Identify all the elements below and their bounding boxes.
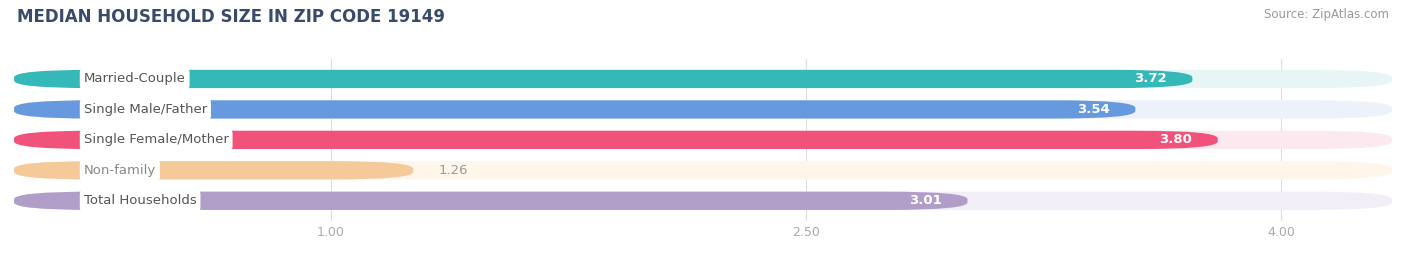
FancyBboxPatch shape xyxy=(14,192,967,210)
FancyBboxPatch shape xyxy=(14,161,413,179)
FancyBboxPatch shape xyxy=(14,192,1392,210)
Text: Total Households: Total Households xyxy=(84,194,197,207)
FancyBboxPatch shape xyxy=(14,161,1392,179)
Text: 3.54: 3.54 xyxy=(1077,103,1109,116)
Text: MEDIAN HOUSEHOLD SIZE IN ZIP CODE 19149: MEDIAN HOUSEHOLD SIZE IN ZIP CODE 19149 xyxy=(17,8,444,26)
Text: 3.72: 3.72 xyxy=(1135,72,1167,86)
FancyBboxPatch shape xyxy=(14,100,1136,119)
FancyBboxPatch shape xyxy=(14,100,1392,119)
Text: 1.26: 1.26 xyxy=(439,164,468,177)
Text: Single Female/Mother: Single Female/Mother xyxy=(84,133,229,146)
Text: 3.01: 3.01 xyxy=(910,194,942,207)
FancyBboxPatch shape xyxy=(14,70,1392,88)
FancyBboxPatch shape xyxy=(14,70,1192,88)
Text: Non-family: Non-family xyxy=(84,164,156,177)
Text: Married-Couple: Married-Couple xyxy=(84,72,186,86)
Text: Source: ZipAtlas.com: Source: ZipAtlas.com xyxy=(1264,8,1389,21)
FancyBboxPatch shape xyxy=(14,131,1218,149)
Text: Single Male/Father: Single Male/Father xyxy=(84,103,207,116)
Text: 3.80: 3.80 xyxy=(1160,133,1192,146)
FancyBboxPatch shape xyxy=(14,131,1392,149)
